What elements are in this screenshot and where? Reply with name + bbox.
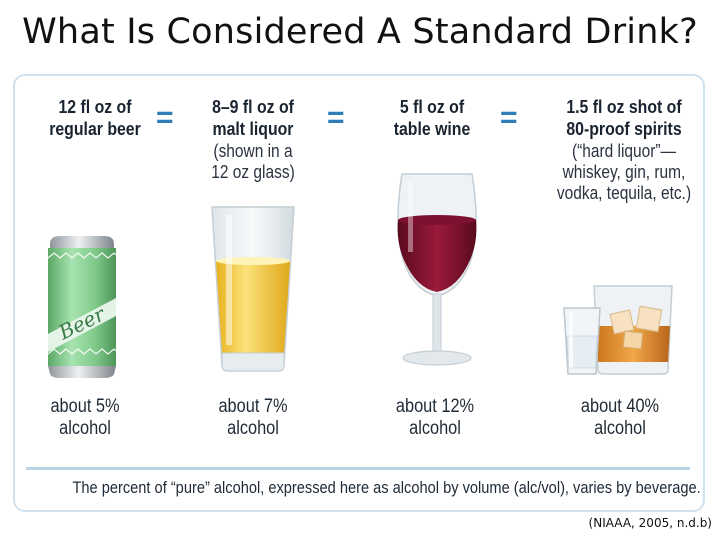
wine-heading-line2: table wine: [393, 119, 471, 139]
spirits-note-line3: vodka, tequila, etc.): [556, 183, 692, 203]
wine-glass-illustration: [397, 173, 477, 366]
spirits-abv-line1: about 40%: [580, 396, 660, 417]
malt-liquor-note: (shown in a 12 oz glass): [193, 141, 313, 183]
spirits-heading-line1: 1.5 fl oz shot of: [566, 97, 682, 117]
beer-heading-line1: 12 fl oz of: [58, 97, 132, 117]
spirits-note-line1: (“hard liquor”—: [571, 141, 677, 161]
malt-liquor-glass-illustration: [211, 206, 295, 372]
beer-abv: about 5% alcohol: [29, 396, 141, 440]
spirits-glasses-illustration: [563, 285, 673, 375]
footnote-divider: [26, 467, 690, 470]
malt-abv-line2: alcohol: [227, 418, 279, 439]
wine-abv-line2: alcohol: [409, 418, 461, 439]
malt-heading-line1: 8–9 fl oz of: [212, 97, 294, 117]
beer-heading: 12 fl oz of regular beer: [29, 96, 161, 140]
spirits-heading: 1.5 fl oz shot of 80-proof spirits: [545, 96, 703, 140]
equals-sign-2: =: [327, 101, 345, 134]
malt-liquor-heading: 8–9 fl oz of malt liquor: [191, 96, 314, 140]
malt-liquor-abv: about 7% alcohol: [197, 396, 309, 440]
spirits-note-line2: whiskey, gin, rum,: [562, 162, 686, 182]
beer-abv-line2: alcohol: [59, 418, 111, 439]
equals-sign-1: =: [156, 101, 174, 134]
footnote: The percent of “pure” alcohol, expressed…: [72, 478, 701, 497]
malt-abv-line1: about 7%: [218, 396, 288, 417]
equals-sign-3: =: [500, 101, 518, 134]
beer-heading-line2: regular beer: [49, 119, 141, 139]
citation: (NIAAA, 2005, n.d.b): [588, 516, 712, 530]
malt-note-line1: (shown in a: [213, 141, 293, 161]
spirits-abv-line2: alcohol: [594, 418, 646, 439]
wine-abv-line1: about 12%: [395, 396, 475, 417]
malt-note-line2: 12 oz glass): [211, 162, 295, 182]
malt-heading-line2: malt liquor: [212, 119, 294, 139]
wine-heading-line1: 5 fl oz of: [399, 97, 465, 117]
spirits-heading-line2: 80-proof spirits: [566, 119, 682, 139]
beer-can-illustration: Beer: [47, 236, 117, 378]
spirits-abv: about 40% alcohol: [564, 396, 676, 440]
spirits-note: (“hard liquor”— whiskey, gin, rum, vodka…: [547, 141, 702, 204]
drinks-panel: [13, 74, 705, 512]
page-title: What Is Considered A Standard Drink?: [22, 12, 698, 52]
wine-abv: about 12% alcohol: [379, 396, 491, 440]
wine-heading: 5 fl oz of table wine: [370, 96, 493, 140]
beer-abv-line1: about 5%: [50, 396, 120, 417]
